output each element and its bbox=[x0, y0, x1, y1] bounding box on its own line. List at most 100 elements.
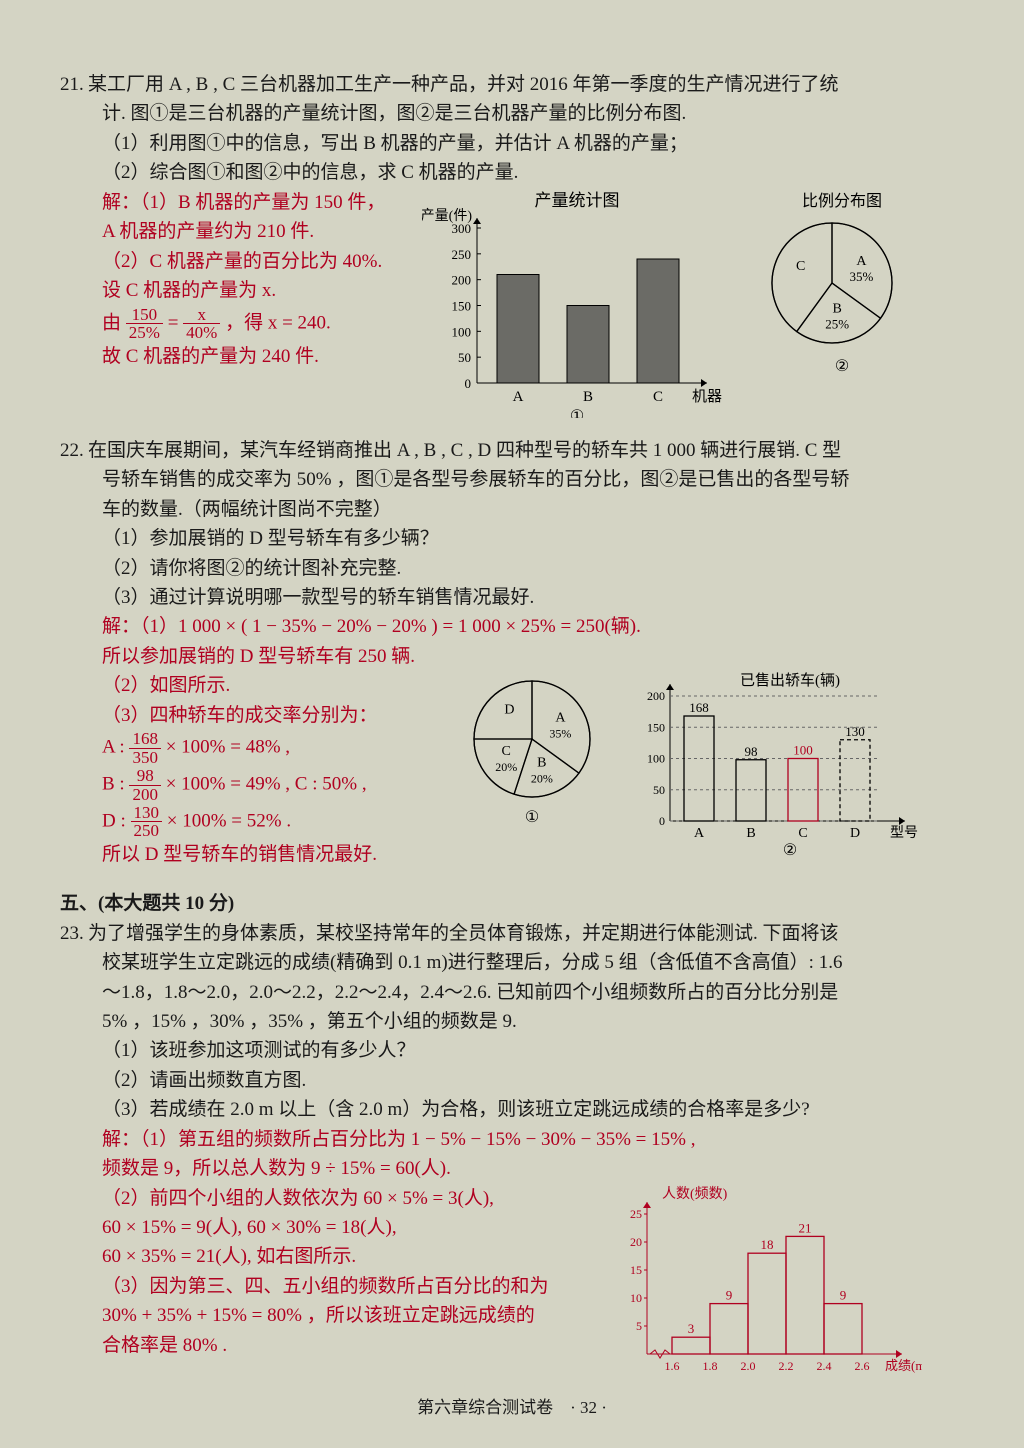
q23-l5: （1）该班参加这项测试的有多少人？ bbox=[60, 1036, 964, 1065]
svg-text:型号: 型号 bbox=[890, 825, 918, 841]
svg-text:A: A bbox=[513, 389, 524, 405]
q22-a4: （3）四种轿车的成交率分别为： bbox=[102, 701, 462, 730]
svg-text:2.6: 2.6 bbox=[855, 1359, 870, 1373]
svg-text:产量统计图: 产量统计图 bbox=[535, 191, 620, 210]
rD-n: 130 bbox=[131, 804, 163, 823]
svg-text:100: 100 bbox=[647, 752, 665, 766]
q23-a8: 合格率是 80% . bbox=[102, 1331, 602, 1360]
svg-text:B: B bbox=[537, 756, 546, 771]
svg-text:200: 200 bbox=[452, 272, 472, 287]
svg-text:1.6: 1.6 bbox=[665, 1359, 680, 1373]
q21-l1: 某工厂用 A , B , C 三台机器加工生产一种产品，并对 2016 年第一季… bbox=[88, 74, 839, 95]
svg-text:②: ② bbox=[835, 358, 849, 375]
svg-text:168: 168 bbox=[689, 700, 709, 715]
svg-text:130: 130 bbox=[845, 724, 865, 739]
svg-text:200: 200 bbox=[647, 689, 665, 703]
svg-text:3: 3 bbox=[688, 1321, 695, 1336]
q21: 21.某工厂用 A , B , C 三台机器加工生产一种产品，并对 2016 年… bbox=[60, 70, 964, 418]
q21-l3: （1）利用图①中的信息，写出 B 机器的产量，并估计 A 机器的产量； bbox=[60, 129, 964, 158]
f1d: 25% bbox=[126, 324, 163, 342]
f1n: 150 bbox=[126, 306, 163, 325]
q22-num: 22. bbox=[60, 436, 88, 465]
q23-a3: （2）前四个小组的人数依次为 60 × 5% = 3(人), bbox=[102, 1184, 602, 1213]
rA-d: 350 bbox=[129, 749, 161, 767]
q23-histogram: 人数(频数)51015202539182191.61.82.02.22.42.6… bbox=[602, 1184, 922, 1384]
svg-text:机器: 机器 bbox=[692, 388, 722, 405]
q21-a1: 解：（1）B 机器的产量为 150 件， bbox=[102, 188, 422, 217]
svg-text:A: A bbox=[555, 711, 566, 726]
svg-text:A: A bbox=[856, 254, 867, 269]
q23: 23.为了增强学生的身体素质，某校坚持常年的全员体育锻炼，并定期进行体能测试. … bbox=[60, 919, 964, 1384]
q21-a3: （2）C 机器产量的百分比为 40%. bbox=[102, 247, 422, 276]
svg-text:C: C bbox=[798, 826, 807, 841]
svg-text:35%: 35% bbox=[849, 269, 873, 284]
svg-text:20: 20 bbox=[630, 1235, 642, 1249]
q23-a7: 30% + 35% + 15% = 80% ，所以该班立定跳远成绩的 bbox=[102, 1301, 602, 1330]
q21-a4: 设 C 机器的产量为 x. bbox=[102, 276, 422, 305]
q21-l2: 计. 图①是三台机器的产量统计图，图②是三台机器产量的比例分布图. bbox=[60, 99, 964, 128]
svg-text:25%: 25% bbox=[825, 316, 849, 331]
q22-a2: 所以参加展销的 D 型号轿车有 250 辆. bbox=[60, 642, 964, 671]
q21-a5b: ，得 x = 240. bbox=[225, 312, 331, 333]
q21-a2: A 机器的产量约为 210 件. bbox=[102, 217, 422, 246]
q22: 22.在国庆车展期间，某汽车经销商推出 A , B , C , D 四种型号的轿… bbox=[60, 436, 964, 870]
svg-text:B: B bbox=[746, 826, 755, 841]
svg-text:C: C bbox=[653, 389, 663, 405]
q23-l4: 5% ，15% ，30% ，35% ，第五个小组的频数是 9. bbox=[60, 1007, 964, 1036]
svg-text:100: 100 bbox=[793, 743, 813, 758]
f2d: 40% bbox=[183, 324, 220, 342]
rB-pre: B : bbox=[102, 774, 129, 795]
svg-text:0: 0 bbox=[465, 376, 472, 391]
svg-text:A: A bbox=[694, 826, 705, 841]
rA-post: × 100% = 48% , bbox=[161, 737, 290, 758]
q21-l4: （2）综合图①和图②中的信息，求 C 机器的产量. bbox=[60, 158, 964, 187]
q22-a1: 解：（1）1 000 × ( 1 − 35% − 20% − 20% ) = 1… bbox=[60, 612, 964, 641]
svg-text:D: D bbox=[850, 826, 860, 841]
page-footer: 第六章综合测试卷 · 32 · bbox=[0, 1393, 1024, 1418]
svg-text:15: 15 bbox=[630, 1263, 642, 1277]
q22-l6: （3）通过计算说明哪一款型号的轿车销售情况最好. bbox=[60, 583, 964, 612]
svg-text:成绩(m): 成绩(m) bbox=[885, 1358, 922, 1373]
q22-a3: （2）如图所示. bbox=[102, 671, 462, 700]
svg-text:10: 10 bbox=[630, 1291, 642, 1305]
svg-text:250: 250 bbox=[452, 247, 472, 262]
svg-text:D: D bbox=[504, 703, 514, 718]
svg-text:已售出轿车(辆): 已售出轿车(辆) bbox=[740, 672, 840, 689]
q22-l4: （1）参加展销的 D 型号轿车有多少辆？ bbox=[60, 524, 964, 553]
q21-a5a: 由 bbox=[102, 312, 121, 333]
q23-a1: 解：（1）第五组的频数所占百分比为 1 − 5% − 15% − 30% − 3… bbox=[60, 1125, 964, 1154]
q23-l2: 校某班学生立定跳远的成绩(精确到 0.1 m)进行整理后，分成 5 组（含低值不… bbox=[60, 948, 964, 977]
svg-text:9: 9 bbox=[840, 1287, 847, 1302]
svg-text:20%: 20% bbox=[495, 760, 517, 774]
svg-text:21: 21 bbox=[799, 1220, 812, 1235]
q21-num: 21. bbox=[60, 70, 88, 99]
q22-l3: 车的数量.（两幅统计图尚不完整） bbox=[60, 495, 964, 524]
svg-text:18: 18 bbox=[761, 1237, 774, 1252]
svg-text:5: 5 bbox=[636, 1319, 642, 1333]
q22-bar-chart: 已售出轿车(辆)050100150200168A98B100C130D型号② bbox=[630, 671, 920, 856]
svg-text:50: 50 bbox=[653, 783, 665, 797]
svg-text:100: 100 bbox=[452, 324, 472, 339]
svg-text:300: 300 bbox=[452, 221, 472, 236]
q22-l1: 在国庆车展期间，某汽车经销商推出 A , B , C , D 四种型号的轿车共 … bbox=[88, 440, 841, 461]
q23-l6: （2）请画出频数直方图. bbox=[60, 1066, 964, 1095]
svg-text:9: 9 bbox=[726, 1287, 733, 1302]
svg-text:50: 50 bbox=[458, 350, 471, 365]
svg-text:0: 0 bbox=[659, 814, 665, 828]
svg-text:35%: 35% bbox=[549, 727, 571, 741]
q21-a6: 故 C 机器的产量为 240 件. bbox=[102, 342, 422, 371]
q22-pie-chart: A35%B20%C20%D① bbox=[462, 671, 612, 846]
q23-a4: 60 × 15% = 9(人), 60 × 30% = 18(人), bbox=[102, 1213, 602, 1242]
q23-num: 23. bbox=[60, 919, 88, 948]
q22-l5: （2）请你将图②的统计图补充完整. bbox=[60, 554, 964, 583]
svg-text:25: 25 bbox=[630, 1207, 642, 1221]
svg-text:150: 150 bbox=[647, 721, 665, 735]
svg-text:98: 98 bbox=[745, 744, 758, 759]
svg-text:B: B bbox=[832, 301, 841, 316]
rB-n: 98 bbox=[129, 767, 161, 786]
svg-text:2.4: 2.4 bbox=[817, 1359, 832, 1373]
svg-text:人数(频数): 人数(频数) bbox=[662, 1186, 728, 1202]
section-5: 五、(本大题共 10 分) bbox=[60, 888, 964, 915]
rB-d: 200 bbox=[129, 786, 161, 804]
q21-pie-chart: 比例分布图A35%B25%C② bbox=[762, 188, 922, 398]
